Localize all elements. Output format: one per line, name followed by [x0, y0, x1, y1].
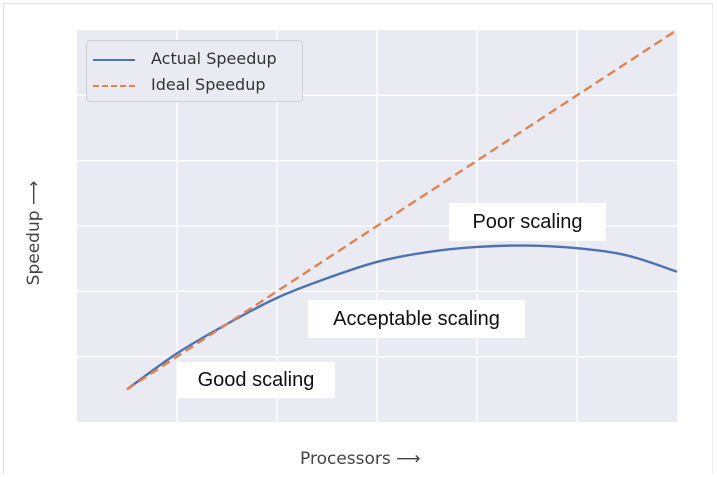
legend: Actual Speedup Ideal Speedup	[86, 40, 303, 102]
series-lines	[126, 28, 678, 391]
series-line-ideal-speedup	[126, 28, 678, 391]
annotation-acceptable-scaling: Acceptable scaling	[308, 300, 525, 338]
annotation-poor-scaling: Poor scaling	[449, 203, 606, 241]
x-axis-label: Processors ⟶	[300, 449, 421, 469]
legend-label-actual: Actual Speedup	[151, 49, 277, 68]
annotation-good-scaling: Good scaling	[177, 362, 335, 398]
figure-frame	[3, 3, 713, 474]
legend-swatch-ideal	[93, 85, 135, 87]
legend-swatch-actual	[93, 59, 135, 61]
legend-label-ideal: Ideal Speedup	[151, 75, 266, 94]
y-axis-label: Speedup ⟶	[24, 180, 44, 286]
